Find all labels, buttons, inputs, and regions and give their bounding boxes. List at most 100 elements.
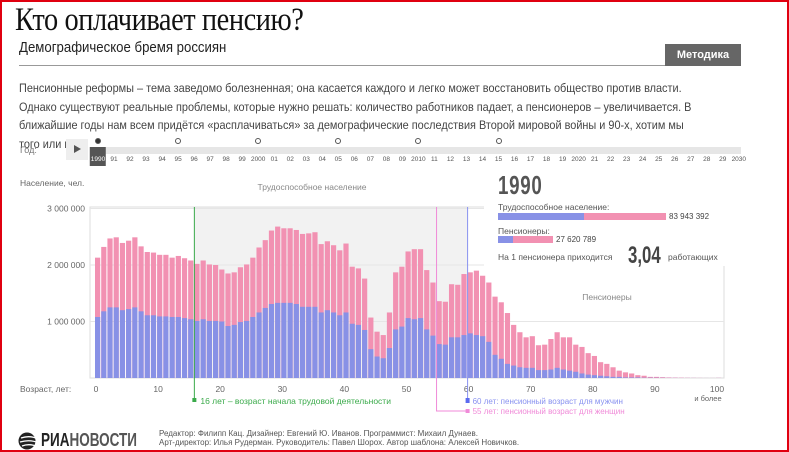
bar-female-age-55 [436, 301, 442, 378]
bar-female-age-70 [529, 336, 535, 378]
year-tick-05[interactable]: 05 [334, 156, 342, 163]
year-tick-29[interactable]: 29 [719, 156, 727, 163]
year-tick-16[interactable]: 16 [510, 156, 519, 163]
year-tick-98[interactable]: 98 [222, 156, 230, 163]
year-tick-93[interactable]: 93 [142, 156, 150, 163]
year-tick-96[interactable]: 96 [190, 156, 198, 163]
bar-female-age-84 [616, 370, 622, 378]
bar-female-age-14 [181, 258, 188, 378]
year-tick-2000[interactable]: 2000 [250, 156, 266, 163]
bar-female-age-37 [324, 241, 330, 378]
x-tick-note: и более [694, 394, 721, 403]
methodology-button[interactable]: Методика [665, 44, 741, 66]
year-tick-21[interactable]: 21 [590, 156, 599, 163]
bar-male-age-6 [132, 307, 138, 378]
bar-male-age-32 [293, 303, 299, 378]
bar-female-age-64 [492, 296, 498, 378]
bar-male-age-10 [157, 316, 163, 378]
y-tick-label: 2 000 000 [47, 260, 85, 270]
year-tick-18[interactable]: 18 [542, 156, 551, 163]
year-tick-26[interactable]: 26 [671, 156, 679, 163]
year-marker-05[interactable] [335, 138, 342, 144]
year-tick-92[interactable]: 92 [126, 156, 134, 163]
bar-male-age-43 [362, 329, 368, 378]
bar-female-age-68 [517, 332, 523, 378]
year-marker-2010[interactable] [415, 138, 422, 144]
year-tick-95[interactable]: 95 [174, 156, 182, 163]
bar-male-age-58 [455, 337, 461, 378]
bar-male-age-5 [126, 309, 132, 378]
bar-female-age-42 [355, 268, 362, 378]
year-tick-19[interactable]: 19 [558, 156, 567, 163]
x-tick-label: 20 [215, 384, 225, 394]
year-tick-28[interactable]: 28 [703, 156, 711, 163]
bar-male-age-49 [399, 326, 405, 378]
year-tick-03[interactable]: 03 [302, 156, 310, 163]
bar-female-age-88 [641, 375, 647, 378]
year-tick-04[interactable]: 04 [318, 156, 326, 163]
play-button[interactable] [66, 139, 88, 160]
bar-male-age-60 [467, 333, 473, 378]
year-slider-track[interactable] [90, 147, 741, 154]
x-tick-label: 30 [278, 384, 288, 394]
year-tick-06[interactable]: 06 [350, 156, 358, 163]
bar-female-age-72 [542, 344, 548, 378]
bar-male-age-1 [101, 311, 107, 378]
year-tick-24[interactable]: 24 [639, 156, 647, 163]
bar-female-age-78 [579, 346, 585, 378]
bar-female-age-86 [629, 373, 635, 378]
year-tick-09[interactable]: 09 [398, 156, 406, 163]
year-tick-25[interactable]: 25 [655, 156, 663, 163]
year-tick-94[interactable]: 94 [158, 156, 166, 163]
bar-male-age-27 [262, 307, 268, 378]
retire-women-label: 55 лет: пенсионный возраст для женщин [473, 407, 625, 416]
retire-women-line [436, 207, 468, 412]
year-marker-1990[interactable] [95, 138, 101, 144]
bar-male-age-76 [566, 370, 573, 378]
year-marker-15[interactable] [495, 138, 502, 144]
year-tick-15[interactable]: 15 [494, 156, 503, 163]
bar-female-age-80 [591, 355, 597, 378]
year-tick-11[interactable]: 11 [431, 156, 438, 163]
pensioners-label: Пенсионеры: [498, 226, 550, 236]
bar-male-age-51 [411, 319, 417, 378]
bar-male-age-14 [181, 318, 188, 378]
year-tick-99[interactable]: 99 [238, 156, 246, 163]
bar-female-age-66 [504, 313, 511, 378]
x-tick-label: 70 [526, 384, 536, 394]
year-tick-2010[interactable]: 2010 [411, 156, 426, 163]
bar-female-age-35 [312, 232, 318, 378]
bar-female-age-44 [368, 317, 374, 378]
bar-female-age-36 [318, 244, 324, 378]
year-tick-08[interactable]: 08 [382, 156, 390, 163]
bar-male-age-65 [498, 358, 504, 378]
bar-female-age-89 [647, 376, 653, 378]
year-tick-97[interactable]: 97 [206, 156, 214, 163]
year-tick-14[interactable]: 14 [478, 156, 487, 163]
logo-novosti: НОВОСТИ [69, 430, 137, 450]
year-tick-27[interactable]: 27 [687, 156, 695, 163]
year-tick-01[interactable]: 01 [270, 156, 278, 163]
year-tick-2030[interactable]: 2030 [731, 156, 747, 163]
bar-male-age-63 [486, 341, 492, 378]
year-marker-95[interactable] [175, 138, 182, 144]
year-tick-23[interactable]: 23 [623, 156, 631, 163]
year-tick-02[interactable]: 02 [286, 156, 294, 163]
year-marker-2000[interactable] [255, 138, 262, 144]
bar-female-age-17 [200, 260, 206, 378]
ria-logo: РИАНОВОСТИ [18, 430, 169, 451]
year-tick-2020[interactable]: 2020 [571, 156, 586, 163]
bar-male-age-80 [591, 375, 597, 378]
year-tick-12[interactable]: 12 [446, 156, 455, 163]
year-tick-17[interactable]: 17 [526, 156, 535, 163]
year-tick-91[interactable]: 91 [110, 156, 118, 163]
year-tick-1990[interactable]: 1990 [89, 147, 107, 166]
bar-female-age-61 [473, 270, 480, 378]
page-subtitle: Демографическое бремя россиян [19, 39, 227, 56]
year-tick-13[interactable]: 13 [462, 156, 471, 163]
bar-male-age-9 [150, 315, 157, 378]
x-tick-label: 60 [464, 384, 474, 394]
year-tick-07[interactable]: 07 [366, 156, 374, 163]
bar-female-age-39 [337, 250, 343, 378]
year-tick-22[interactable]: 22 [607, 156, 615, 163]
